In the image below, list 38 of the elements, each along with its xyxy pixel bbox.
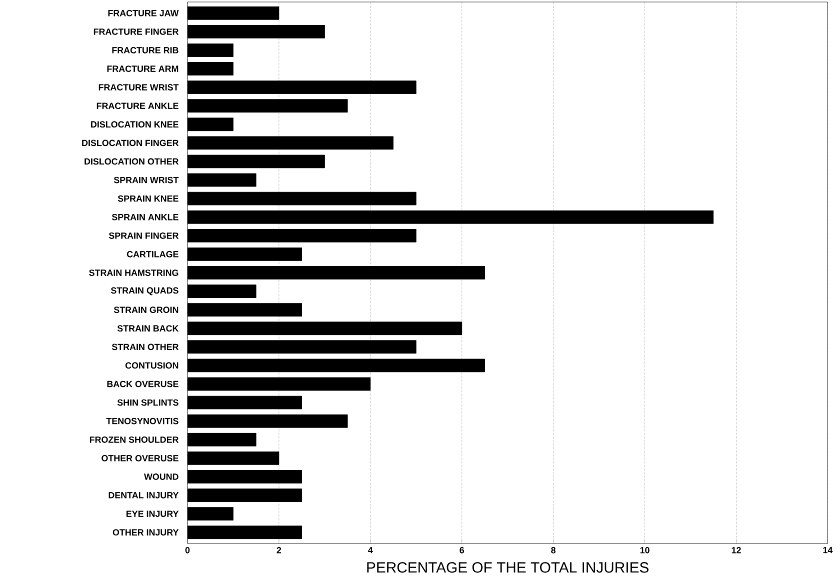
x-tick-label: 10	[640, 546, 650, 554]
x-tick-label: 12	[732, 546, 741, 554]
x-tick-label: 4	[368, 546, 373, 553]
y-tick-label: SPRAIN WRIST	[114, 176, 179, 184]
x-tick-label: 14	[823, 546, 833, 553]
y-tick-label: DENTAL INJURY	[108, 492, 179, 498]
y-tick-label: OTHER INJURY	[112, 529, 179, 536]
y-tick-label: STRAIN HAMSTRING	[89, 269, 178, 276]
x-tick-label: 0	[185, 546, 190, 554]
y-tick-label: FROZEN SHOULDER	[90, 436, 179, 443]
x-tick-label: 2	[276, 546, 282, 554]
y-tick-label: CONTUSION	[125, 362, 178, 368]
y-tick-label: FRACTURE JAW	[108, 10, 179, 16]
y-tick-label: STRAIN OTHER	[112, 344, 179, 350]
y-tick-label: SHIN SPLINTS	[117, 399, 178, 406]
y-tick-label: OTHER OVERUSE	[102, 454, 178, 462]
y-tick-label: STRAIN BACK	[117, 325, 179, 332]
x-axis-title: PERCENTAGE OF THE TOTAL INJURIES	[367, 562, 648, 573]
y-tick-label: BACK OVERUSE	[107, 380, 178, 387]
y-tick-label: SPRAIN KNEE	[118, 195, 178, 202]
y-tick-label: STRAIN QUADS	[110, 287, 178, 296]
y-tick-label: FRACTURE RIB	[112, 46, 178, 54]
y-tick-label: FRACTURE ANKLE	[96, 102, 178, 109]
x-tick-label: 8	[551, 546, 556, 554]
y-tick-label: EYE INJURY	[126, 510, 179, 517]
y-tick-label: DISLOCATION FINGER	[82, 140, 179, 146]
y-tick-label: FRACTURE ARM	[107, 65, 178, 72]
y-tick-label: CARTILAGE	[126, 250, 178, 258]
y-tick-label: TENOSYNOVITIS	[106, 418, 178, 424]
y-tick-label: WOUND	[144, 473, 178, 480]
y-tick-label: SPRAIN FINGER	[108, 232, 179, 239]
y-tick-label: FRACTURE WRIST	[98, 84, 179, 90]
y-tick-label: STRAIN GROIN	[114, 306, 178, 313]
x-tick-label: 6	[460, 546, 464, 554]
y-tick-label: SPRAIN ANKLE	[112, 214, 178, 220]
y-tick-label: DISLOCATION KNEE	[91, 121, 178, 128]
y-tick-label: DISLOCATION OTHER	[84, 158, 179, 164]
y-tick-label: FRACTURE FINGER	[94, 28, 179, 35]
